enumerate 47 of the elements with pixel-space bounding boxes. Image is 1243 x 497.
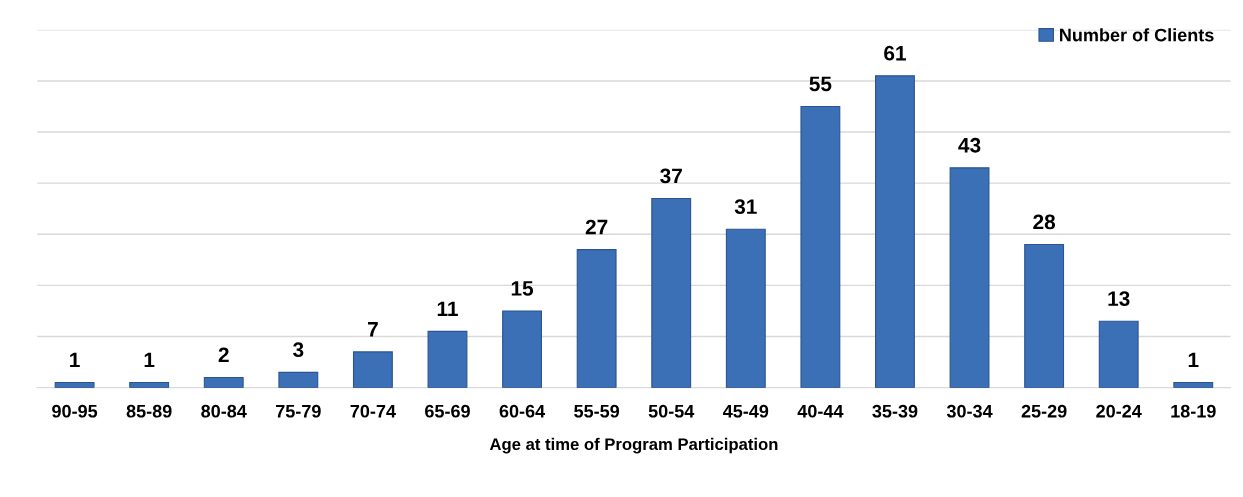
bar <box>352 351 393 388</box>
x-tick-label: 70-74 <box>350 404 396 418</box>
x-tick-label: 90-95 <box>52 404 98 418</box>
bar <box>800 105 841 388</box>
data-label: 1 <box>144 352 155 368</box>
bar <box>725 228 766 388</box>
bar <box>278 371 319 388</box>
bar <box>502 310 543 388</box>
bar <box>576 249 617 388</box>
data-label: 37 <box>660 168 682 184</box>
x-tick-label: 45-49 <box>722 404 769 418</box>
data-label: 2 <box>218 347 229 362</box>
data-label: 13 <box>1108 291 1130 306</box>
data-label: 31 <box>734 199 757 214</box>
bar <box>949 167 990 388</box>
x-tick-label: 18-19 <box>1171 404 1216 418</box>
data-label: 1 <box>70 352 80 368</box>
data-label: 28 <box>1033 214 1056 230</box>
data-label: 55 <box>809 76 832 92</box>
bar <box>651 197 692 388</box>
x-tick-label: 80-84 <box>201 404 247 418</box>
x-tick-label: 50-54 <box>648 404 695 418</box>
data-label: 43 <box>958 137 981 153</box>
x-tick-label: 30-34 <box>946 404 993 418</box>
x-tick-label: 55-59 <box>574 404 620 418</box>
data-label: 15 <box>511 281 534 296</box>
data-label: 1 <box>1188 352 1199 368</box>
legend-label: Number of Clients <box>1060 28 1214 42</box>
x-tick-label: 65-69 <box>425 404 470 418</box>
x-tick-label: 60-64 <box>499 404 546 418</box>
x-tick-label: 85-89 <box>126 404 172 418</box>
x-tick-label: 35-39 <box>872 404 918 418</box>
bar <box>1024 243 1065 388</box>
data-label: 7 <box>368 322 378 337</box>
data-label: 11 <box>437 301 458 316</box>
bar <box>427 330 468 388</box>
data-label: 3 <box>293 342 304 358</box>
data-label: 27 <box>585 219 608 235</box>
bar <box>875 75 915 388</box>
data-label: 61 <box>884 45 906 61</box>
x-tick-label: 25-29 <box>1021 404 1067 418</box>
x-tick-label: 20-24 <box>1096 404 1142 418</box>
bar <box>1098 320 1139 388</box>
x-axis-title: Age at time of Program Participation <box>489 437 778 454</box>
x-tick-label: 40-44 <box>797 404 844 418</box>
x-tick-label: 75-79 <box>276 404 321 418</box>
bar <box>203 376 244 388</box>
